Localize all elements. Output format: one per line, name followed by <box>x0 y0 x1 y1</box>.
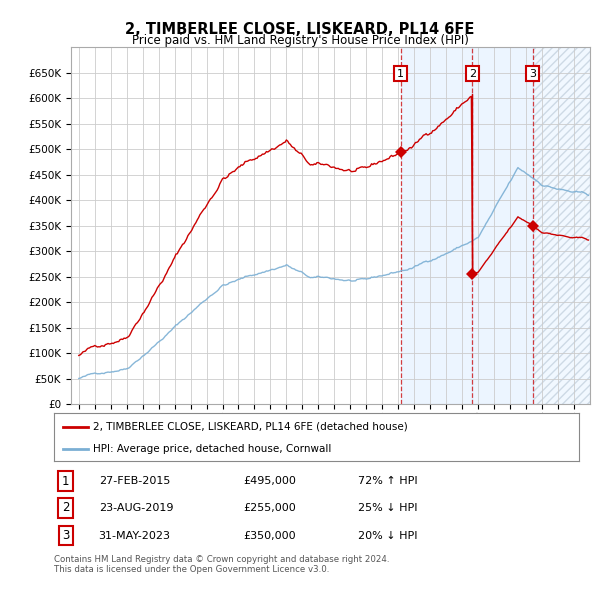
Text: 72% ↑ HPI: 72% ↑ HPI <box>359 476 418 486</box>
Text: 2: 2 <box>469 68 476 78</box>
Text: 1: 1 <box>62 475 70 488</box>
Text: Contains HM Land Registry data © Crown copyright and database right 2024.: Contains HM Land Registry data © Crown c… <box>54 555 389 563</box>
Bar <box>401 47 472 404</box>
Text: 27-FEB-2015: 27-FEB-2015 <box>98 476 170 486</box>
Bar <box>472 47 533 404</box>
Text: £350,000: £350,000 <box>243 530 296 540</box>
Text: 23-AUG-2019: 23-AUG-2019 <box>98 503 173 513</box>
Text: £255,000: £255,000 <box>243 503 296 513</box>
Text: This data is licensed under the Open Government Licence v3.0.: This data is licensed under the Open Gov… <box>54 565 329 574</box>
Bar <box>533 47 590 404</box>
Text: £495,000: £495,000 <box>243 476 296 486</box>
Text: 25% ↓ HPI: 25% ↓ HPI <box>359 503 418 513</box>
Text: 2, TIMBERLEE CLOSE, LISKEARD, PL14 6FE: 2, TIMBERLEE CLOSE, LISKEARD, PL14 6FE <box>125 22 475 37</box>
Text: 2: 2 <box>62 502 70 514</box>
Bar <box>533 47 590 404</box>
Text: 2, TIMBERLEE CLOSE, LISKEARD, PL14 6FE (detached house): 2, TIMBERLEE CLOSE, LISKEARD, PL14 6FE (… <box>94 421 408 431</box>
Text: 31-MAY-2023: 31-MAY-2023 <box>98 530 170 540</box>
Text: 3: 3 <box>529 68 536 78</box>
Text: 20% ↓ HPI: 20% ↓ HPI <box>359 530 418 540</box>
Text: 1: 1 <box>397 68 404 78</box>
Text: 3: 3 <box>62 529 69 542</box>
Text: HPI: Average price, detached house, Cornwall: HPI: Average price, detached house, Corn… <box>94 444 332 454</box>
Text: Price paid vs. HM Land Registry's House Price Index (HPI): Price paid vs. HM Land Registry's House … <box>131 34 469 47</box>
